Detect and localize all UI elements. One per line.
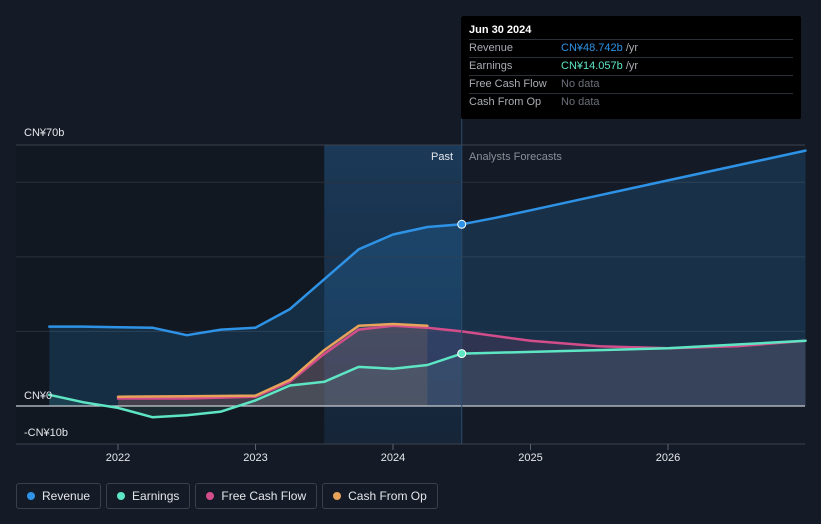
highlight-point bbox=[457, 349, 467, 359]
tooltip-label: Cash From Op bbox=[469, 96, 542, 108]
tooltip-value: No data bbox=[561, 96, 600, 108]
series-line bbox=[48, 339, 807, 419]
legend-dot-icon bbox=[117, 492, 126, 500]
legend-label: Revenue bbox=[42, 489, 91, 503]
series-line bbox=[48, 149, 807, 337]
legend-item-earnings[interactable]: Earnings bbox=[106, 483, 191, 509]
tooltip-label: Earnings bbox=[469, 60, 513, 72]
tooltip-label: Revenue bbox=[469, 42, 514, 54]
tooltip-value: CN¥48.742b bbox=[561, 42, 623, 54]
x-tick-label: 2024 bbox=[381, 452, 405, 464]
x-tick-label: 2022 bbox=[106, 452, 130, 464]
tooltip-row-revenue: Revenue CN¥48.742b /yr bbox=[469, 39, 793, 57]
legend-label: Cash From Op bbox=[348, 489, 427, 503]
legend-dot-icon bbox=[206, 492, 215, 500]
legend-dot-icon bbox=[333, 492, 342, 500]
tooltip-value: No data bbox=[561, 78, 600, 90]
legend-label: Free Cash Flow bbox=[221, 489, 307, 503]
legend-dot-icon bbox=[27, 492, 35, 500]
y-label-zero: CN¥0 bbox=[24, 390, 52, 402]
highlight-point bbox=[457, 219, 467, 229]
tooltip-value: CN¥14.057b bbox=[561, 60, 623, 72]
legend: Revenue Earnings Free Cash Flow Cash Fro… bbox=[16, 483, 438, 511]
forecast-label: Analysts Forecasts bbox=[469, 151, 562, 163]
x-tick-label: 2023 bbox=[243, 452, 267, 464]
x-tick-label: 2025 bbox=[518, 452, 542, 464]
series-area bbox=[118, 324, 428, 406]
series-line bbox=[116, 322, 429, 398]
tooltip-row-cfo: Cash From Op No data bbox=[469, 93, 793, 111]
plot-area bbox=[16, 16, 807, 445]
y-label-top: CN¥70b bbox=[24, 127, 64, 139]
x-tick-label: 2026 bbox=[656, 452, 680, 464]
past-label: Past bbox=[431, 151, 453, 163]
tooltip-value-wrap: CN¥14.057b /yr bbox=[561, 58, 638, 75]
past-band bbox=[324, 145, 462, 444]
legend-label: Earnings bbox=[132, 489, 180, 503]
tooltip-unit: /yr bbox=[622, 60, 639, 72]
tooltip-label: Free Cash Flow bbox=[469, 78, 547, 90]
tooltip-value-wrap: CN¥48.742b /yr bbox=[561, 40, 638, 57]
series-area bbox=[49, 150, 806, 406]
tooltip-row-fcf: Free Cash Flow No data bbox=[469, 75, 793, 93]
legend-item-free-cash-flow[interactable]: Free Cash Flow bbox=[195, 483, 318, 509]
tooltip-value-wrap: No data bbox=[561, 94, 600, 111]
tooltip-value-wrap: No data bbox=[561, 76, 600, 93]
legend-item-revenue[interactable]: Revenue bbox=[16, 483, 102, 509]
tooltip-row-earnings: Earnings CN¥14.057b /yr bbox=[469, 57, 793, 75]
tooltip-unit: /yr bbox=[622, 42, 639, 54]
legend-item-cash-from-op[interactable]: Cash From Op bbox=[322, 483, 438, 509]
series-area bbox=[49, 340, 806, 418]
x-axis: 2022 2023 2024 2025 2026 bbox=[106, 444, 680, 464]
tooltip-date: Jun 30 2024 bbox=[469, 24, 532, 36]
tooltip: Jun 30 2024 Revenue CN¥48.742b /yr Earni… bbox=[461, 16, 801, 119]
y-label-bottom: -CN¥10b bbox=[24, 427, 68, 439]
